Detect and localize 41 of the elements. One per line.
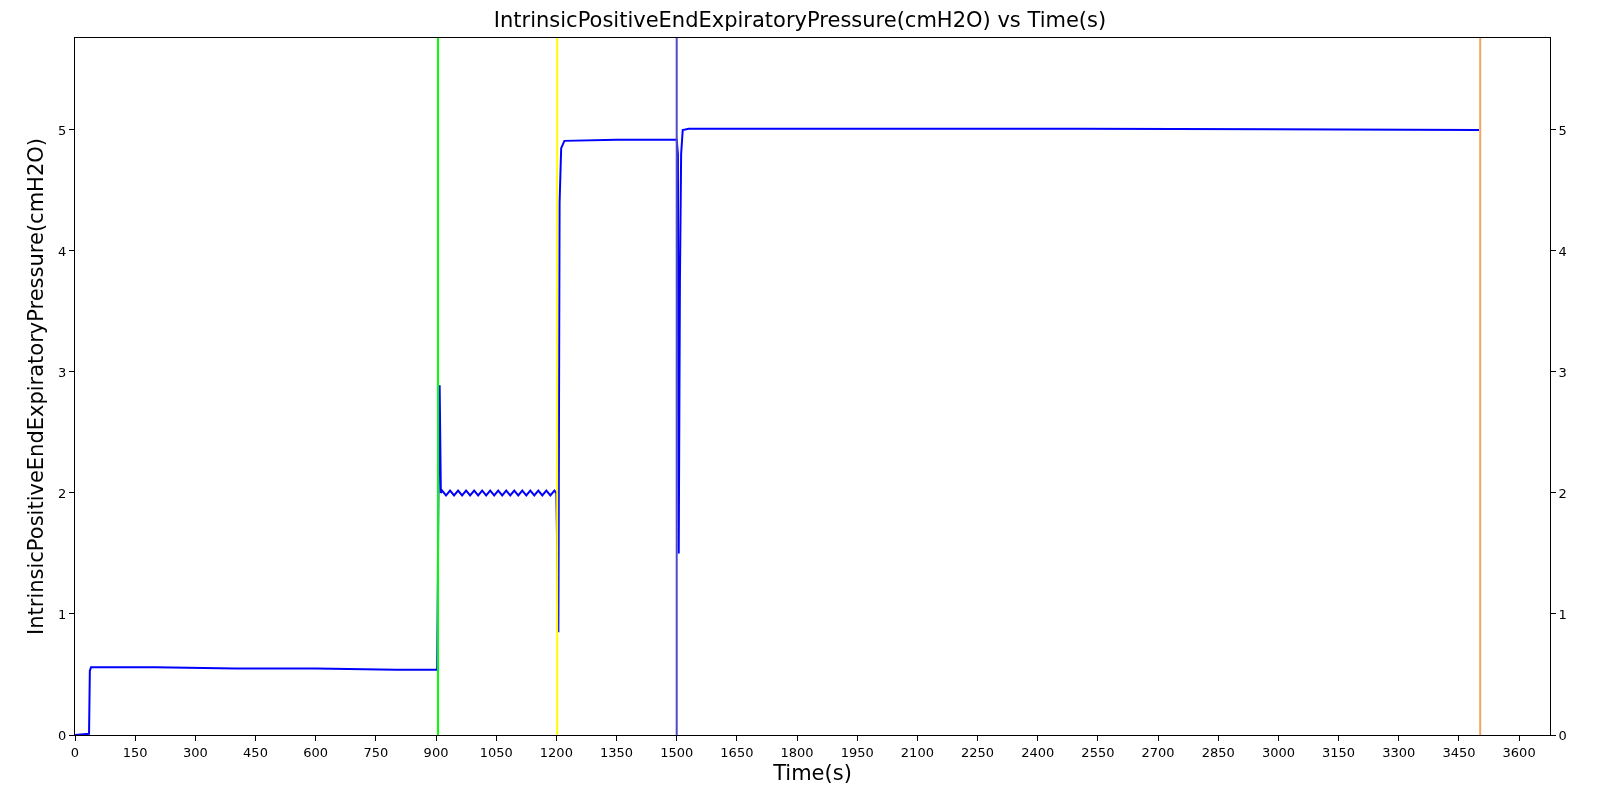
x-axis-title: Time(s) [772, 760, 852, 785]
y-tick-label: 0 [58, 727, 67, 743]
x-tick-label: 1200 [539, 744, 573, 760]
x-tick-label: 1050 [479, 744, 513, 760]
y-tick-label: 1 [58, 606, 67, 622]
x-tick-label: 600 [303, 744, 329, 760]
x-tick-label: 2400 [1021, 744, 1055, 760]
x-tick-label: 1950 [840, 744, 874, 760]
x-tick-label: 3150 [1322, 744, 1356, 760]
line-series [75, 127, 1480, 735]
y2-tick-label: 1 [1558, 606, 1567, 622]
x-tick-label: 1500 [660, 744, 694, 760]
x-tick-label: 750 [363, 744, 389, 760]
x-tick-label: 2550 [1081, 744, 1115, 760]
x-tick-label: 0 [70, 744, 80, 760]
chart-title: IntrinsicPositiveEndExpiratoryPressure(cmH2O) vs Time(s) [493, 7, 1107, 32]
x-tick-label: 2250 [961, 744, 995, 760]
x-tick-label: 2100 [900, 744, 934, 760]
y2-tick-label: 4 [1558, 243, 1567, 259]
y-tick-label: 5 [58, 122, 67, 138]
y-tick-label: 3 [58, 364, 67, 380]
x-tick-label: 2700 [1141, 744, 1175, 760]
y2-tick-label: 3 [1558, 364, 1567, 380]
x-tick-label: 1650 [720, 744, 754, 760]
x-tick-label: 2850 [1201, 744, 1235, 760]
y-axis-title: IntrinsicPositiveEndExpiratoryPressure(cmH2O) [24, 138, 49, 635]
x-tick-label: 3450 [1442, 744, 1476, 760]
y-tick-label: 2 [58, 485, 67, 501]
x-tick-label: 1350 [599, 744, 634, 760]
y2-tick-label: 2 [1558, 485, 1567, 501]
x-tick-label: 450 [243, 744, 268, 760]
x-tick-label: 3600 [1502, 744, 1536, 760]
x-tick-label: 150 [122, 744, 148, 760]
y2-tick-label: 0 [1558, 727, 1567, 743]
y2-tick-label: 5 [1558, 122, 1567, 138]
x-tick-label: 3300 [1382, 744, 1416, 760]
y-tick-label: 4 [58, 243, 67, 259]
x-tick-label: 3000 [1261, 744, 1295, 760]
x-tick-label: 300 [182, 744, 208, 760]
x-tick-label: 1800 [780, 744, 814, 760]
x-tick-label: 900 [423, 744, 449, 760]
